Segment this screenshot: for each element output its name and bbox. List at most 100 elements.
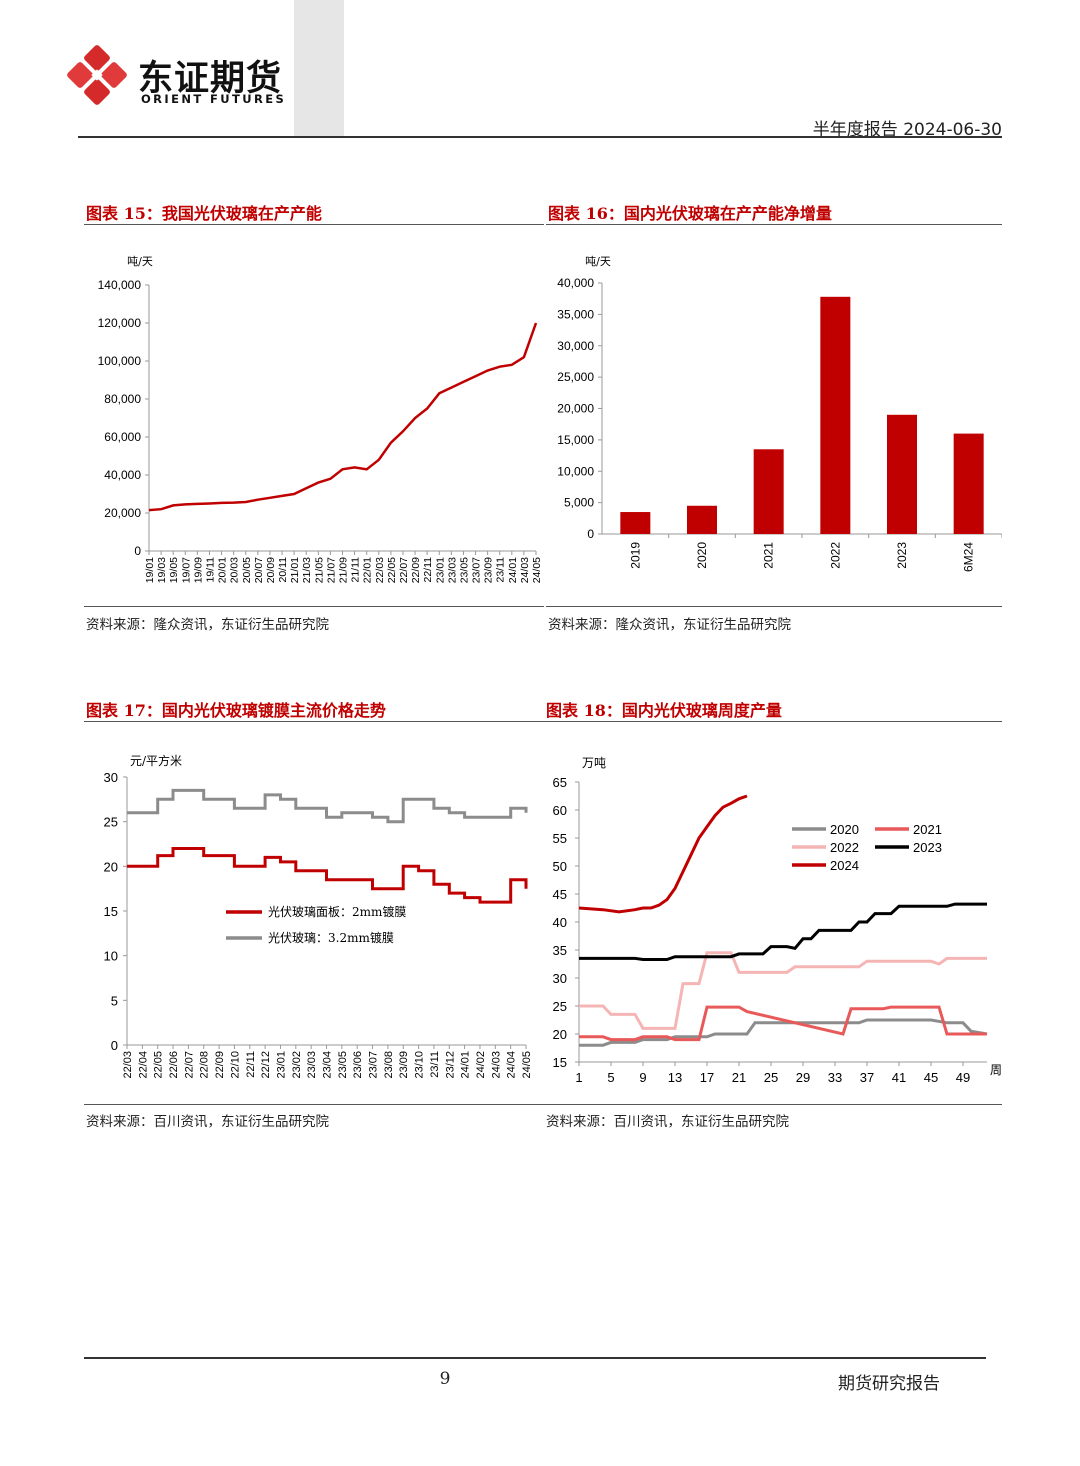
brand-english-name: ORIENT FUTURES (141, 92, 287, 106)
x-tick-label: 23/03 (306, 1051, 318, 1079)
x-tick-label: 19/11 (204, 557, 216, 583)
y-tick-label: 55 (553, 831, 567, 846)
x-tick-label: 20/05 (241, 557, 253, 583)
x-tick-label: 23/02 (291, 1051, 303, 1079)
x-tick-label: 19/09 (192, 557, 204, 583)
y-axis-unit: 吨/天 (127, 255, 153, 268)
x-tick-label: 22/04 (137, 1051, 149, 1079)
y-tick-label: 0 (111, 1038, 118, 1053)
y-tick-label: 40,000 (104, 468, 141, 482)
brand-name: 东证期货 (138, 59, 283, 99)
x-tick-label: 22/11 (422, 557, 434, 583)
series-line-1 (127, 788, 528, 824)
x-tick-label: 29 (796, 1070, 810, 1085)
y-tick-label: 140,000 (98, 278, 142, 292)
x-tick-label: 22/03 (374, 557, 386, 583)
x-tick-label: 22/07 (183, 1051, 195, 1079)
x-tick-label: 25 (764, 1070, 778, 1085)
x-tick-label: 22/05 (386, 557, 398, 583)
y-tick-label: 20,000 (104, 506, 141, 520)
footer-divider (84, 1357, 986, 1359)
y-tick-label: 30,000 (557, 339, 594, 353)
x-tick-label: 23/10 (414, 1051, 426, 1079)
x-tick-label: 2022 (828, 542, 842, 569)
x-tick-label: 19/01 (144, 557, 156, 583)
x-tick-label: 23/01 (275, 1051, 287, 1079)
figure-17-title: 图表 17：国内光伏玻璃镀膜主流价格走势 (86, 701, 386, 720)
bar-2019 (620, 512, 651, 534)
x-tick-label: 21/01 (289, 557, 301, 583)
x-tick-label: 20/07 (253, 557, 265, 583)
y-tick-label: 30 (553, 971, 567, 986)
figure-16-top-rule (546, 224, 1002, 225)
figure-18-bottom-rule (544, 1104, 1002, 1105)
figure-15-title: 图表 15：我国光伏玻璃在产产能 (86, 204, 322, 223)
x-tick-label: 6M24 (962, 542, 976, 572)
x-tick-label: 23/03 (446, 557, 458, 583)
x-tick-label: 19/05 (168, 557, 180, 583)
y-tick-label: 35,000 (557, 307, 594, 321)
bar-2020 (687, 505, 717, 534)
x-axis-unit: 周 (990, 1063, 1002, 1077)
series-line-2022 (579, 951, 987, 1030)
legend-label-2022: 2022 (830, 840, 859, 855)
x-tick-label: 22/09 (214, 1051, 226, 1079)
x-tick-label: 23/08 (383, 1051, 395, 1079)
legend-label-2020: 2020 (830, 822, 859, 837)
y-tick-label: 20 (553, 1027, 567, 1042)
page-number: 9 (439, 1369, 451, 1389)
figure-16-source: 资料来源：隆众资讯，东证衍生品研究院 (548, 617, 791, 633)
y-tick-label: 80,000 (104, 392, 141, 406)
x-tick-label: 24/04 (506, 1051, 518, 1079)
y-tick-label: 25 (553, 999, 567, 1014)
figure-18-title: 图表 18：国内光伏玻璃周度产量 (546, 701, 782, 720)
x-tick-label: 22/12 (260, 1051, 272, 1079)
x-tick-label: 49 (956, 1070, 970, 1085)
y-tick-label: 120,000 (98, 316, 142, 330)
x-tick-label: 24/02 (475, 1051, 487, 1079)
x-tick-label: 2020 (695, 542, 709, 569)
figure-15-bottom-rule (84, 606, 544, 607)
x-tick-label: 41 (892, 1070, 906, 1085)
legend-label-2023: 2023 (913, 840, 942, 855)
y-tick-label: 0 (587, 527, 594, 541)
x-tick-label: 2019 (628, 542, 642, 569)
header-shade-band (294, 0, 344, 136)
x-tick-label: 23/09 (483, 557, 495, 583)
x-tick-label: 21 (732, 1070, 746, 1085)
legend-label-0: 光伏玻璃面板：2mm镀膜 (268, 905, 406, 919)
figure-15-top-rule (84, 224, 544, 225)
x-tick-label: 23/07 (368, 1051, 380, 1079)
y-tick-label: 45 (553, 887, 567, 902)
x-tick-label: 20/01 (217, 557, 229, 583)
y-tick-label: 60 (553, 803, 567, 818)
y-tick-label: 20,000 (557, 402, 594, 416)
y-axis-unit: 吨/天 (585, 255, 611, 268)
y-tick-label: 100,000 (98, 354, 142, 368)
y-tick-label: 60,000 (104, 430, 141, 444)
x-tick-label: 2023 (895, 542, 909, 569)
y-tick-label: 35 (553, 943, 567, 958)
bar-6M24 (953, 433, 984, 534)
x-tick-label: 24/05 (521, 1051, 533, 1079)
figure-17-source: 资料来源：百川资讯，东证衍生品研究院 (86, 1114, 329, 1130)
x-tick-label: 20/03 (229, 557, 241, 583)
x-tick-label: 23/09 (398, 1051, 410, 1079)
x-tick-label: 21/11 (350, 557, 362, 583)
y-tick-label: 10 (104, 949, 118, 964)
x-tick-label: 22/01 (362, 557, 374, 583)
x-tick-label: 22/06 (168, 1051, 180, 1079)
x-tick-label: 23/04 (322, 1051, 334, 1079)
x-tick-label: 24/03 (490, 1051, 502, 1079)
x-tick-label: 24/05 (531, 557, 543, 583)
x-tick-label: 22/05 (153, 1051, 165, 1079)
y-tick-label: 0 (134, 544, 141, 558)
y-axis-unit: 万吨 (582, 756, 606, 770)
x-tick-label: 23/12 (444, 1051, 456, 1079)
x-tick-label: 23/06 (352, 1051, 364, 1079)
x-tick-label: 21/05 (313, 557, 325, 583)
report-label: 半年度报告 2024-06-30 (812, 120, 1002, 140)
series-line-2021 (579, 1005, 987, 1042)
x-tick-label: 22/08 (199, 1051, 211, 1079)
